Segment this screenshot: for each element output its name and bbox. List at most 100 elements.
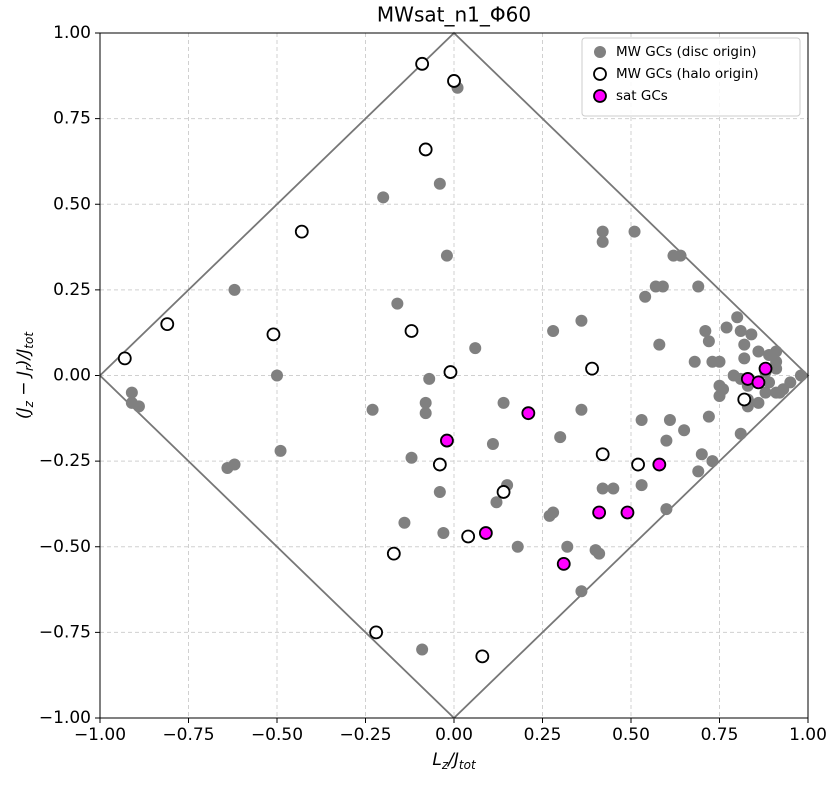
data-point [706,455,719,468]
data-point [556,556,571,571]
data-point [751,375,766,390]
data-point [575,585,588,598]
data-point [692,465,705,478]
data-point [398,516,411,529]
legend-label: MW GCs (disc origin) [616,44,757,60]
data-point [575,314,588,327]
y-tick-label: 0.50 [53,194,91,214]
data-point [132,400,145,413]
data-point [734,324,747,337]
data-point [496,485,511,499]
data-point [554,431,567,444]
data-point [447,74,461,88]
data-point [738,352,751,365]
x-tick-label: 0.25 [524,725,562,745]
y-tick-label: 0.00 [53,366,91,386]
data-point [366,403,379,416]
data-point [731,311,744,324]
data-point [596,235,609,248]
data-point [628,225,641,238]
data-point [738,338,751,351]
data-point [478,526,493,540]
label-part: L [432,750,441,770]
data-point [752,345,765,358]
data-point [404,324,419,338]
x-tick-label: 0.50 [612,725,650,745]
data-point [423,372,436,385]
data-point [635,479,648,492]
data-point [702,335,715,348]
data-point [592,505,607,520]
data-point [596,482,609,495]
data-point [433,485,446,498]
legend-marker [593,67,607,81]
x-tick-label: −0.25 [339,725,391,745]
data-point [631,457,645,472]
data-point [759,386,772,399]
legend-label: sat GCs [616,88,668,104]
x-tick-label: −0.50 [251,725,303,745]
data-point [674,249,687,262]
data-point [228,283,241,296]
data-point [547,324,560,337]
x-tick-label: −0.75 [162,725,214,745]
data-point [486,438,499,450]
data-point [419,407,432,420]
data-point [432,457,447,472]
label-part: /J [446,750,459,770]
data-point [699,324,712,337]
data-point [660,503,673,516]
data-point [702,410,715,423]
x-tick-label: 1.00 [789,725,827,745]
data-point [585,361,599,376]
legend-box [581,37,801,117]
label-subscript: z [441,758,449,772]
data-point [440,433,454,448]
data-point [221,461,234,474]
data-point [596,225,609,238]
data-point [752,396,765,409]
data-point [443,365,458,379]
y-tick-label: −0.25 [39,451,91,471]
data-point [770,345,783,358]
data-point [405,451,418,464]
data-point [271,369,283,382]
data-point [620,505,635,520]
data-point [678,424,691,437]
label-subscript: r [22,365,36,371]
label-part: − J [14,371,34,401]
data-point [763,376,776,389]
chart-title: MWsat_n1_Φ60 [377,3,531,27]
data-point [737,392,752,407]
data-point [160,317,175,332]
data-point [117,351,132,366]
data-point [461,529,476,544]
data-point [416,643,429,656]
data-point [547,506,560,519]
data-point [294,224,309,239]
data-point [758,361,773,376]
data-point [784,376,797,389]
label-part: (J [14,407,34,419]
data-point [490,496,503,509]
x-tick-label: 0.00 [435,725,473,745]
data-point [794,369,807,382]
data-point [713,355,726,368]
data-point [511,540,524,553]
x-axis-label: Lz/Jtot [432,750,477,772]
y-tick-label: 0.75 [53,109,91,129]
data-point [575,403,588,416]
y-axis-label: (Jz − Jr)/Jtot [14,331,36,419]
data-point [497,396,510,409]
data-point [433,177,446,190]
data-point [734,427,747,440]
data-point [653,338,666,351]
label-subscript: tot [22,331,36,349]
plot-frame [99,32,809,719]
y-tick-label: −0.50 [39,537,91,557]
data-point [713,379,726,392]
data-point [656,280,669,293]
data-point [639,290,652,303]
data-point [595,447,610,462]
